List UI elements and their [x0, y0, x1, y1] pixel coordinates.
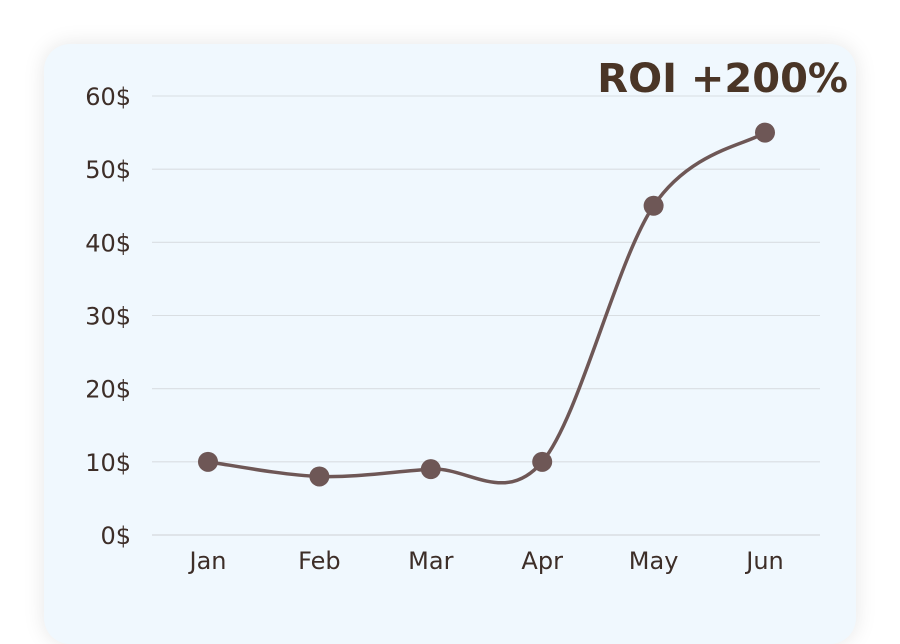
y-tick-labels: 0$ 10$ 20$ 30$ 40$ 50$ 60$	[85, 83, 131, 550]
data-point	[420, 459, 441, 480]
x-tick-label: Apr	[521, 547, 563, 575]
y-tick-label: 20$	[85, 376, 131, 404]
y-tick-label: 60$	[85, 83, 131, 111]
grid-lines	[152, 95, 820, 536]
x-tick-label: Feb	[298, 547, 341, 575]
x-tick-label: Mar	[408, 547, 453, 575]
data-point	[309, 466, 330, 487]
x-tick-label: Jan	[188, 547, 227, 575]
chart-title: ROI +200%	[597, 56, 848, 102]
x-tick-labels: Jan Feb Mar Apr May Jun	[188, 547, 784, 575]
series-line	[206, 130, 767, 485]
y-tick-label: 30$	[85, 303, 131, 331]
y-tick-label: 50$	[85, 156, 131, 184]
data-points	[198, 122, 775, 487]
data-point	[643, 195, 664, 216]
roi-line-chart: 0$10$20$30$40$50$60$ Jan Feb Mar Apr May Jun …	[85, 56, 848, 575]
data-point	[755, 122, 775, 143]
y-tick-label: 0$	[100, 522, 131, 550]
data-point	[532, 451, 553, 472]
x-tick-label: May	[629, 547, 679, 575]
y-tick-label: 40$	[85, 229, 131, 257]
x-tick-label: Jun	[744, 547, 784, 575]
y-tick-label: 10$	[85, 449, 131, 477]
chart-card	[44, 44, 856, 644]
data-point	[198, 451, 218, 472]
